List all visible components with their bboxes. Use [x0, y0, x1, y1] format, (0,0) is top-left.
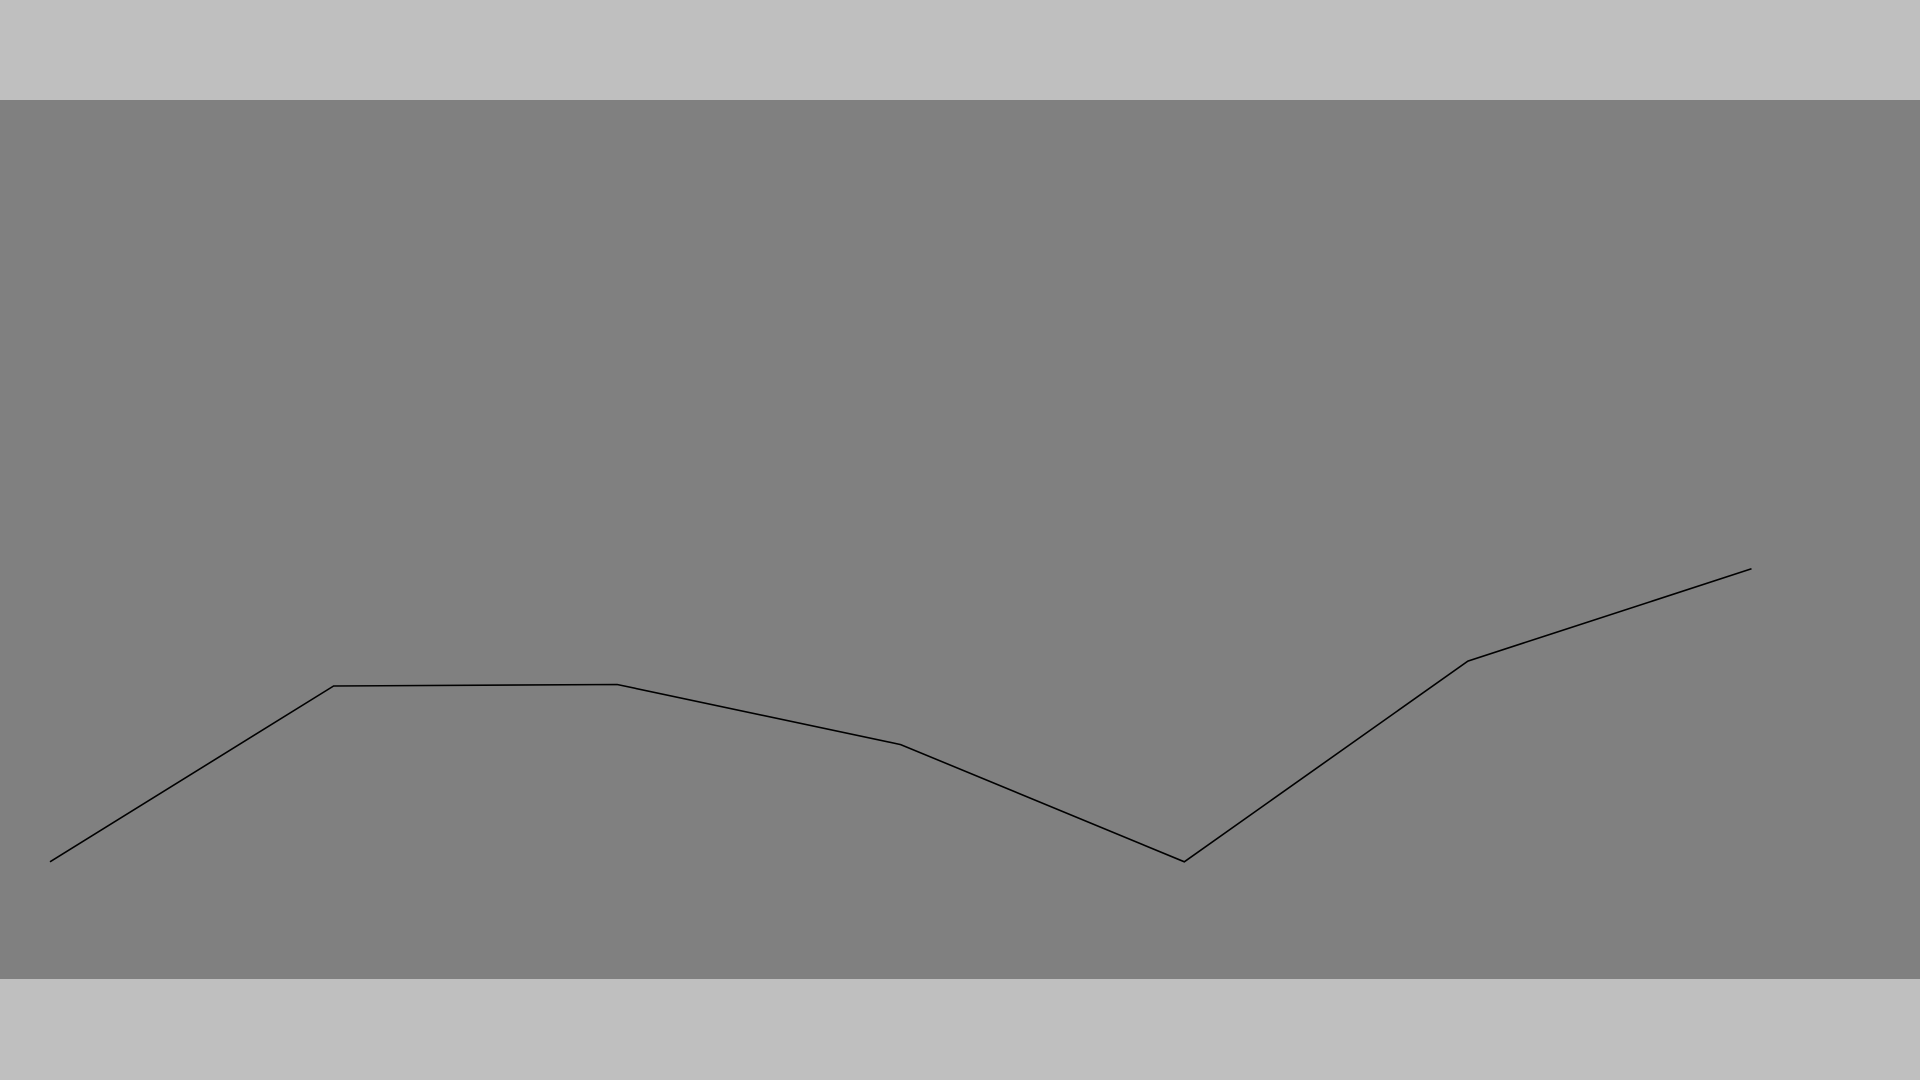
- series-line-0: [49, 568, 1752, 863]
- plot-area-background: [0, 100, 1920, 979]
- line-chart: [49, 568, 1752, 863]
